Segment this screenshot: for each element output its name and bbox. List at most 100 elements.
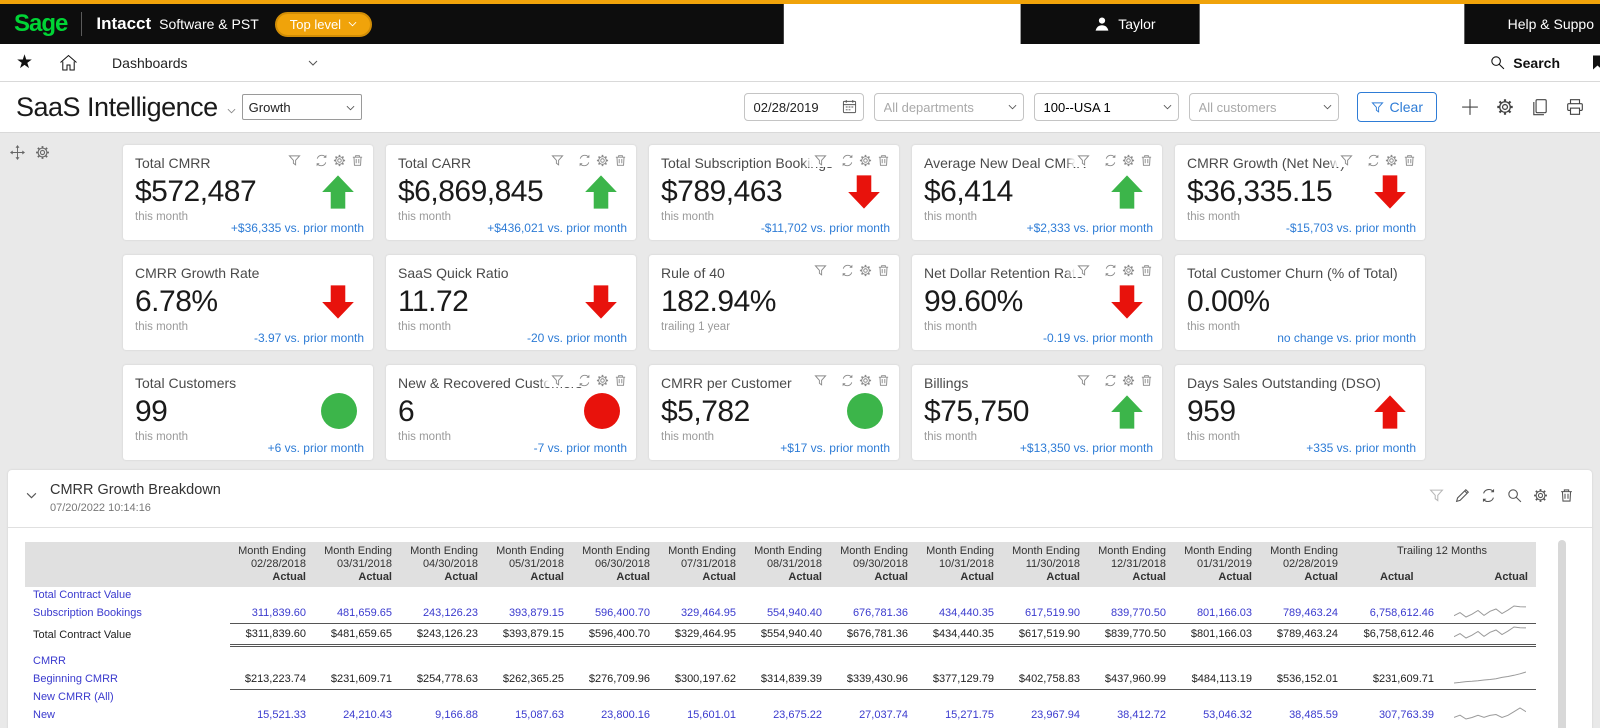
customers-filter-select[interactable]: All customers	[1188, 93, 1339, 121]
value-cell[interactable]: 38,412.72	[1117, 709, 1166, 721]
gear-icon[interactable]	[1122, 374, 1135, 387]
filter-funnel-icon[interactable]	[1429, 488, 1444, 503]
value-cell[interactable]: 15,087.63	[515, 709, 564, 721]
gear-icon[interactable]	[1496, 98, 1514, 116]
value-cell[interactable]: 676,781.36	[852, 607, 908, 619]
entity-filter-select[interactable]: 100--USA 1	[1033, 93, 1179, 121]
filter-funnel-icon[interactable]	[1077, 154, 1090, 167]
row-label[interactable]: Subscription Bookings	[33, 607, 142, 620]
value-cell[interactable]: 329,464.95	[680, 607, 736, 619]
trash-icon[interactable]	[351, 154, 364, 167]
value-cell[interactable]: 15,271.75	[945, 709, 994, 721]
vertical-scrollbar[interactable]	[1558, 540, 1566, 728]
add-component-icon[interactable]	[1461, 98, 1479, 116]
gear-icon[interactable]	[35, 145, 50, 160]
trash-icon[interactable]	[614, 154, 627, 167]
home-icon[interactable]	[59, 54, 78, 71]
departments-filter-select[interactable]: All departments	[873, 93, 1024, 121]
value-cell[interactable]: 23,675.22	[773, 709, 822, 721]
refresh-icon[interactable]	[578, 154, 591, 167]
row-label[interactable]: New	[33, 709, 56, 721]
trash-icon[interactable]	[877, 154, 890, 167]
refresh-icon[interactable]	[578, 374, 591, 387]
value-cell[interactable]: 27,037.74	[859, 709, 908, 721]
trailing-value-cell[interactable]: 6,758,612.46	[1369, 607, 1434, 619]
entity-selector-button[interactable]: Top level	[274, 11, 373, 37]
calendar-icon[interactable]	[842, 99, 857, 114]
copy-icon[interactable]	[1531, 98, 1549, 116]
filter-funnel-icon[interactable]	[1077, 264, 1090, 277]
value-cell[interactable]: 9,166.88	[435, 709, 478, 721]
refresh-icon[interactable]	[315, 154, 328, 167]
clear-filters-button[interactable]: Clear	[1356, 92, 1437, 122]
row-label[interactable]: Beginning CMRR	[33, 672, 118, 685]
gear-icon[interactable]	[859, 154, 872, 167]
nav-menu-dashboards[interactable]: Dashboards	[112, 54, 188, 71]
value-cell[interactable]: 243,126.23	[422, 607, 478, 619]
move-handle-icon[interactable]	[10, 145, 25, 160]
refresh-icon[interactable]	[1104, 154, 1117, 167]
value-cell[interactable]: 53,046.32	[1203, 709, 1252, 721]
trash-icon[interactable]	[1140, 154, 1153, 167]
zoom-icon[interactable]	[1507, 488, 1522, 503]
value-cell[interactable]: 839,770.50	[1110, 607, 1166, 619]
filter-funnel-icon[interactable]	[551, 154, 564, 167]
value-cell[interactable]: 481,659.65	[336, 607, 392, 619]
gear-icon[interactable]	[859, 264, 872, 277]
value-cell[interactable]: 801,166.03	[1196, 607, 1252, 619]
gear-icon[interactable]	[1122, 154, 1135, 167]
value-cell[interactable]: 554,940.40	[766, 607, 822, 619]
filter-funnel-icon[interactable]	[814, 154, 827, 167]
filter-funnel-icon[interactable]	[1077, 374, 1090, 387]
announcements-button[interactable]: 1	[768, 4, 1068, 44]
refresh-icon[interactable]	[1481, 488, 1496, 503]
trash-icon[interactable]	[1140, 374, 1153, 387]
value-cell[interactable]: 23,800.16	[601, 709, 650, 721]
chevron-down-icon[interactable]	[308, 60, 318, 66]
trash-icon[interactable]	[1140, 264, 1153, 277]
filter-funnel-icon[interactable]	[288, 154, 301, 167]
value-cell[interactable]: 38,485.59	[1289, 709, 1338, 721]
search-button[interactable]: Search	[1490, 55, 1560, 71]
gear-icon[interactable]	[1533, 488, 1548, 503]
value-cell[interactable]: 311,839.60	[251, 607, 306, 619]
value-cell[interactable]: 434,440.35	[938, 607, 994, 619]
user-menu-button[interactable]: Taylor	[1094, 16, 1156, 32]
refresh-icon[interactable]	[1104, 264, 1117, 277]
refresh-icon[interactable]	[841, 374, 854, 387]
value-cell[interactable]: 15,601.01	[687, 709, 736, 721]
value-cell[interactable]: 15,521.33	[257, 709, 306, 721]
trash-icon[interactable]	[877, 264, 890, 277]
gear-icon[interactable]	[1385, 154, 1398, 167]
refresh-icon[interactable]	[841, 154, 854, 167]
filter-funnel-icon[interactable]	[814, 264, 827, 277]
gear-icon[interactable]	[1122, 264, 1135, 277]
value-cell[interactable]: 393,879.15	[508, 607, 564, 619]
gear-icon[interactable]	[596, 374, 609, 387]
refresh-icon[interactable]	[841, 264, 854, 277]
value-cell[interactable]: 23,967.94	[1031, 709, 1080, 721]
trash-icon[interactable]	[614, 374, 627, 387]
filter-funnel-icon[interactable]	[1340, 154, 1353, 167]
gear-icon[interactable]	[333, 154, 346, 167]
chevron-down-icon[interactable]	[227, 108, 236, 114]
chat-button[interactable]: !	[1182, 4, 1482, 44]
trash-icon[interactable]	[1559, 488, 1574, 503]
filter-funnel-icon[interactable]	[814, 374, 827, 387]
value-cell[interactable]: 617,519.90	[1024, 607, 1080, 619]
refresh-icon[interactable]	[1367, 154, 1380, 167]
edit-pencil-icon[interactable]	[1455, 488, 1470, 503]
row-label[interactable]: New CMRR (All)	[33, 691, 114, 703]
row-label[interactable]: Total Contract Value	[33, 589, 132, 601]
row-label[interactable]: CMRR	[33, 654, 66, 667]
filter-funnel-icon[interactable]	[551, 374, 564, 387]
print-icon[interactable]	[1566, 98, 1584, 116]
trailing-value-cell[interactable]: 307,763.39	[1378, 709, 1434, 721]
help-support-link[interactable]: Help & Suppo	[1508, 16, 1594, 32]
gear-icon[interactable]	[596, 154, 609, 167]
trash-icon[interactable]	[1403, 154, 1416, 167]
refresh-icon[interactable]	[1104, 374, 1117, 387]
date-filter-input[interactable]	[743, 93, 864, 121]
gear-icon[interactable]	[859, 374, 872, 387]
collapse-chevron-icon[interactable]	[26, 492, 37, 499]
